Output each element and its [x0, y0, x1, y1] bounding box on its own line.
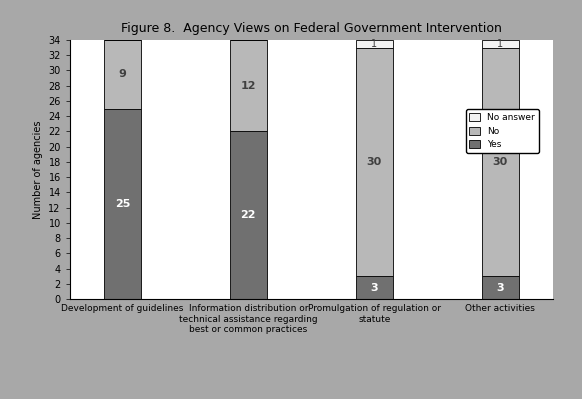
- Text: 30: 30: [367, 157, 382, 167]
- Text: 25: 25: [115, 199, 130, 209]
- Text: 9: 9: [118, 69, 126, 79]
- Text: 1: 1: [371, 39, 378, 49]
- Bar: [356, 277, 393, 299]
- Bar: [482, 277, 519, 299]
- Bar: [230, 40, 267, 131]
- Text: 1: 1: [498, 39, 503, 49]
- Bar: [482, 47, 519, 277]
- Bar: [104, 109, 141, 299]
- Text: 30: 30: [493, 157, 508, 167]
- Text: 3: 3: [371, 283, 378, 293]
- Bar: [482, 40, 519, 47]
- Title: Figure 8.  Agency Views on Federal Government Intervention: Figure 8. Agency Views on Federal Govern…: [121, 22, 502, 35]
- Text: 3: 3: [496, 283, 504, 293]
- Text: 12: 12: [240, 81, 256, 91]
- Bar: [104, 40, 141, 109]
- Bar: [356, 47, 393, 277]
- Legend: No answer, No, Yes: No answer, No, Yes: [466, 109, 539, 153]
- Text: 22: 22: [240, 210, 256, 220]
- Bar: [356, 40, 393, 47]
- Y-axis label: Number of agencies: Number of agencies: [33, 120, 42, 219]
- Bar: [230, 131, 267, 299]
